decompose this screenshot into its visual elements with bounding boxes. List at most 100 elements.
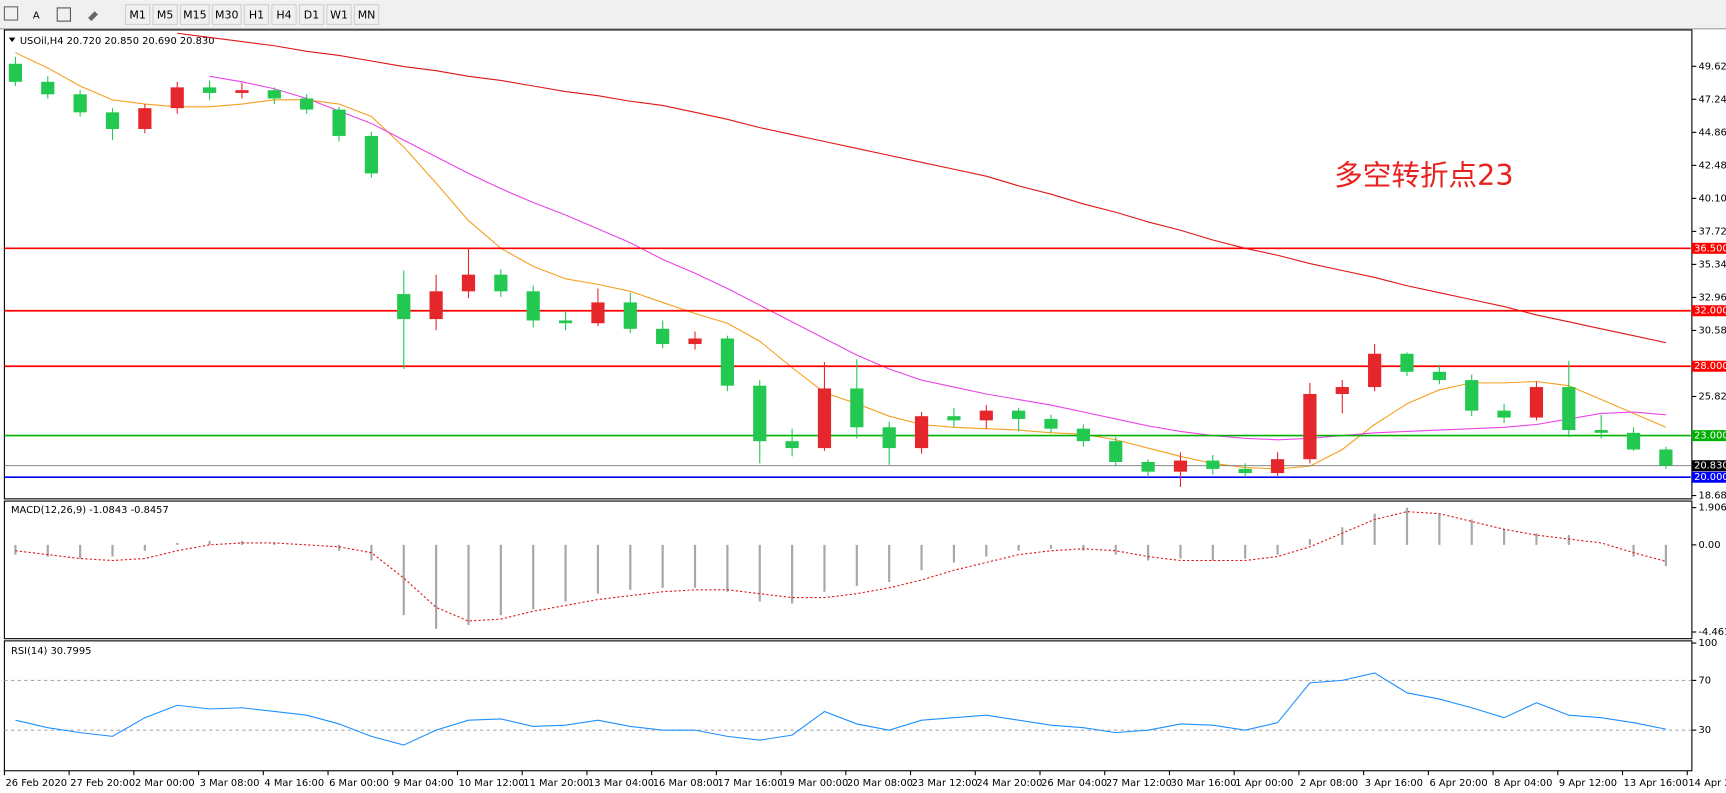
candle-body [235, 90, 249, 93]
y-tick-label: 30 [1698, 725, 1711, 736]
annotation: 多空转折点23 [1334, 158, 1513, 192]
timeframe-button[interactable] [326, 4, 352, 25]
timeframe-button[interactable] [211, 4, 242, 25]
candle-body [1238, 468, 1252, 474]
candle-body [1044, 418, 1058, 429]
candle-body [300, 98, 314, 110]
candle-body [1206, 460, 1220, 469]
timeframe-label[interactable]: MN [358, 9, 376, 22]
level-tag [1691, 360, 1726, 372]
candle-body [1270, 459, 1285, 474]
moving-average [15, 52, 1667, 470]
candle-body [817, 388, 832, 449]
candle-body [1465, 380, 1479, 411]
y-tick-label: 30.580 [1698, 325, 1726, 336]
last-price-label: 20.830 [1694, 461, 1726, 472]
level-tag [1691, 471, 1726, 483]
timeframe-label[interactable]: H4 [276, 9, 291, 22]
level-label: 28.000 [1694, 361, 1726, 372]
x-tick-label: 2 Apr 08:00 [1300, 778, 1358, 789]
arrow-tool[interactable] [88, 11, 98, 22]
timeframe-label[interactable]: M1 [129, 9, 145, 22]
x-tick-label: 3 Mar 08:00 [200, 778, 260, 789]
candle-body [850, 388, 864, 428]
y-tick-label: 0.00 [1698, 540, 1720, 551]
rsi-panel [3, 640, 1693, 772]
moving-average [209, 75, 1666, 441]
text-tool[interactable]: A [33, 11, 40, 22]
y-tick-label: 42.480 [1698, 160, 1726, 171]
macd-panel [3, 500, 1693, 640]
candle-body [1368, 353, 1382, 388]
x-tick-label: 24 Mar 20:00 [976, 778, 1042, 789]
candle-body [1335, 387, 1349, 394]
candle-body [1303, 393, 1317, 460]
candle-body [623, 302, 637, 329]
timeframe-label[interactable]: M30 [215, 9, 239, 22]
x-tick-label: 27 Mar 12:00 [1106, 778, 1172, 789]
candle-body [170, 87, 184, 109]
x-tick-label: 16 Mar 08:00 [653, 778, 719, 789]
level-label: 23.000 [1694, 431, 1726, 442]
timeframe-button[interactable] [271, 4, 297, 25]
candle-body [1659, 449, 1673, 466]
timeframe-button[interactable] [179, 4, 210, 25]
timeframe-button[interactable] [124, 4, 151, 25]
candle-body [1012, 410, 1026, 419]
x-tick-label: 10 Mar 12:00 [459, 778, 525, 789]
candle-body [429, 291, 443, 320]
x-tick-label: 9 Mar 04:00 [394, 778, 454, 789]
candle-body [1562, 387, 1576, 431]
timeframe-label[interactable]: W1 [330, 9, 348, 22]
x-tick-label: 6 Apr 20:00 [1429, 778, 1487, 789]
y-tick-label: 44.860 [1698, 127, 1726, 138]
candle-body [202, 87, 217, 93]
candle-body [1076, 428, 1090, 442]
candle-body [267, 90, 281, 99]
timeframe-label[interactable]: M15 [183, 9, 207, 22]
timeframe-label[interactable]: D1 [304, 9, 319, 22]
x-tick-label: 13 Mar 04:00 [588, 778, 654, 789]
timeframe-label[interactable]: M5 [157, 9, 173, 22]
crosshair-icon[interactable] [3, 6, 19, 21]
candle-body [979, 410, 993, 421]
chart-title: USOil,H4 20.720 20.850 20.690 20.830 [20, 36, 215, 47]
candle-body [332, 109, 346, 136]
y-tick-label: 32.960 [1698, 292, 1726, 303]
y-tick-label: -4.4614 [1698, 627, 1726, 638]
timeframe-label[interactable]: H1 [249, 9, 264, 22]
x-tick-label: 3 Apr 16:00 [1365, 778, 1423, 789]
x-tick-label: 14 Apr 22:00 [1688, 778, 1726, 789]
x-tick-label: 13 Apr 16:00 [1624, 778, 1689, 789]
candle-body [1529, 387, 1544, 418]
x-tick-label: 6 Mar 00:00 [329, 778, 389, 789]
timeframe-button[interactable] [353, 4, 380, 25]
rsi-title: RSI(14) 30.7995 [11, 646, 91, 657]
main-panel [3, 29, 1693, 500]
macd-signal [15, 511, 1667, 622]
y-tick-label: 47.240 [1698, 94, 1726, 105]
candle-body [1109, 441, 1123, 462]
x-tick-label: 19 Mar 00:00 [782, 778, 848, 789]
candle-body [558, 320, 573, 324]
candle-body [882, 427, 896, 449]
x-tick-label: 9 Apr 12:00 [1559, 778, 1617, 789]
y-tick-label: 37.720 [1698, 226, 1726, 237]
candle-body [397, 294, 411, 320]
candle-body [526, 291, 540, 321]
candle-body [105, 112, 120, 129]
y-tick-label: 49.620 [1698, 61, 1726, 72]
label-tool[interactable] [56, 7, 71, 22]
y-tick-label: 25.820 [1698, 391, 1726, 402]
x-tick-label: 27 Feb 20:00 [70, 778, 135, 789]
timeframe-button[interactable] [298, 4, 325, 25]
moving-average [177, 32, 1667, 344]
macd-title: MACD(12,26,9) -1.0843 -0.8457 [11, 505, 169, 516]
candle-body [785, 441, 799, 449]
candle-body [41, 81, 55, 95]
candle-body [1626, 432, 1641, 450]
x-tick-label: 26 Feb 2020 [6, 778, 68, 789]
chart-menu[interactable] [8, 37, 16, 43]
timeframe-button[interactable] [243, 4, 270, 25]
timeframe-button[interactable] [152, 4, 178, 25]
